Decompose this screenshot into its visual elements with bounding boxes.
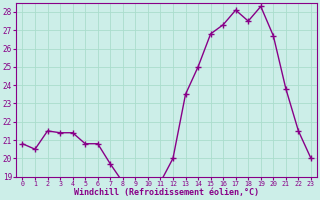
X-axis label: Windchill (Refroidissement éolien,°C): Windchill (Refroidissement éolien,°C) bbox=[74, 188, 259, 197]
